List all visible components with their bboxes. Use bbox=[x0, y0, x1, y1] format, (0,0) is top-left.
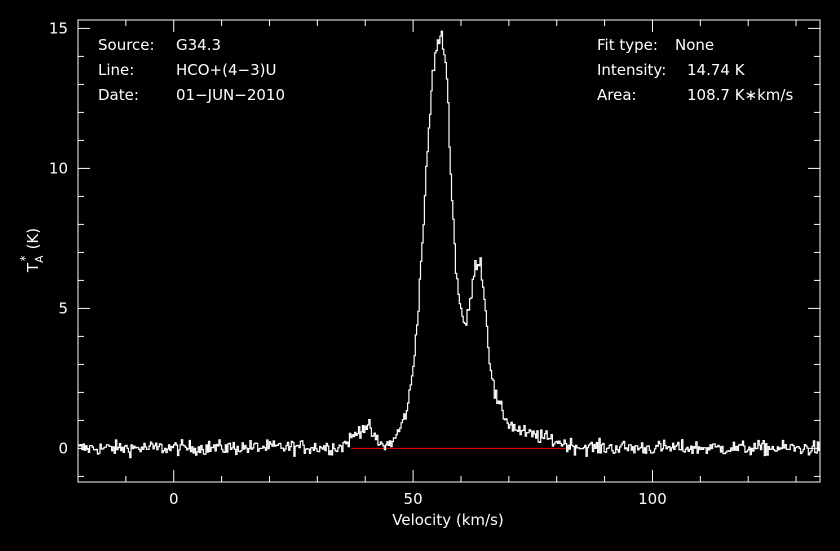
annotation-fit-type-label: Fit type: bbox=[597, 36, 658, 54]
y-tick-label: 5 bbox=[58, 299, 68, 317]
x-tick-label: 50 bbox=[404, 490, 423, 508]
annotations-right: Fit type: None Intensity: 14.74 K Area: … bbox=[597, 36, 793, 104]
annotation-area-label: Area: bbox=[597, 86, 637, 104]
annotation-date-value: 01−JUN−2010 bbox=[176, 86, 285, 104]
tick-labels: 0 50 100 0 5 10 15 bbox=[49, 19, 667, 508]
y-axis-label-unit: (K) bbox=[24, 228, 42, 250]
plot-frame bbox=[77, 19, 821, 483]
x-axis-label: Velocity (km/s) bbox=[392, 511, 503, 529]
y-axis-label-subscript: A bbox=[33, 255, 46, 263]
y-axis-label-group: TA* (K) bbox=[18, 228, 46, 273]
annotation-source-label: Source: bbox=[98, 36, 155, 54]
y-tick-label: 0 bbox=[58, 439, 68, 457]
y-tick-label: 10 bbox=[49, 159, 68, 177]
annotation-source-value: G34.3 bbox=[176, 36, 221, 54]
annotation-intensity-value: 14.74 K bbox=[687, 61, 746, 79]
y-axis-label-superscript: * bbox=[18, 255, 32, 261]
annotation-line-label: Line: bbox=[98, 61, 134, 79]
annotation-intensity-label: Intensity: bbox=[597, 61, 666, 79]
y-axis-label-symbol: T bbox=[24, 262, 42, 273]
tick-marks bbox=[77, 20, 820, 482]
annotation-area-value: 108.7 K∗km/s bbox=[687, 86, 793, 104]
x-tick-label: 0 bbox=[169, 490, 179, 508]
y-tick-label: 15 bbox=[49, 19, 68, 37]
annotation-line-value: HCO+(4−3)U bbox=[176, 61, 276, 79]
annotation-date-label: Date: bbox=[98, 86, 139, 104]
x-tick-label: 100 bbox=[638, 490, 667, 508]
y-axis-label: TA* (K) bbox=[18, 228, 46, 273]
annotation-fit-type-value: None bbox=[675, 36, 714, 54]
spectrum-marks bbox=[78, 30, 821, 459]
spectrum-series-line bbox=[78, 30, 821, 459]
annotations-left: Source: G34.3 Line: HCO+(4−3)U Date: 01−… bbox=[98, 36, 285, 104]
